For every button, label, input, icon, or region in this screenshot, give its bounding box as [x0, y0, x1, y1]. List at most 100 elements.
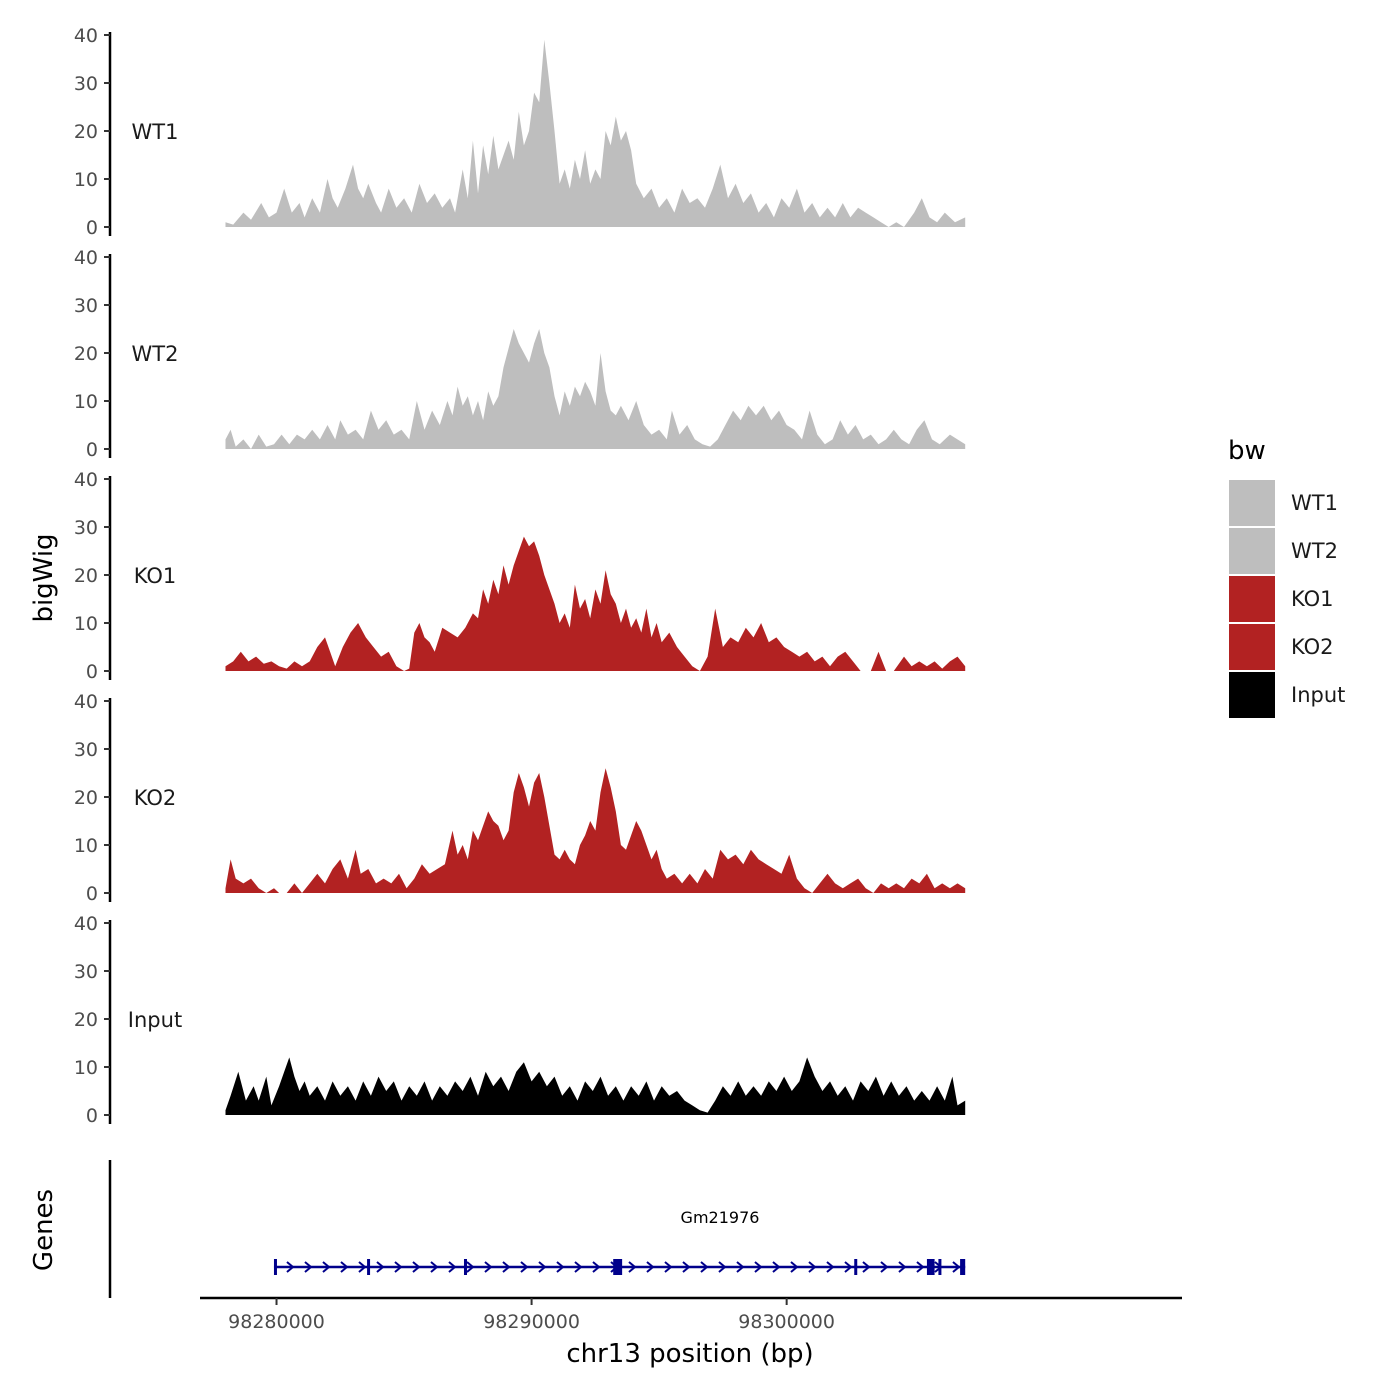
- exon: [463, 1259, 467, 1275]
- legend-label-wt2: WT2: [1291, 539, 1338, 563]
- y-tick-label: 30: [74, 739, 98, 761]
- y-tick-label: 10: [74, 391, 98, 413]
- y-tick-label: 30: [74, 517, 98, 539]
- track-ko2: 0 10 20 30 40 KO2: [74, 691, 966, 905]
- strand-arrow: [556, 1261, 565, 1273]
- strand-arrow: [538, 1261, 547, 1273]
- area-ko1: [225, 536, 966, 671]
- legend-key-wt2: [1229, 528, 1275, 574]
- y-tick-label: 0: [86, 661, 98, 683]
- strand-arrow: [358, 1261, 367, 1273]
- y-tick-label: 20: [74, 343, 98, 365]
- x-axis-title: chr13 position (bp): [566, 1339, 813, 1369]
- y-tick-label: 20: [74, 121, 98, 143]
- exon: [854, 1259, 858, 1275]
- strand-arrow: [772, 1261, 781, 1273]
- exon: [960, 1259, 966, 1275]
- x-tick-label: 98280000: [228, 1311, 325, 1333]
- y-tick-label: 40: [74, 247, 98, 269]
- legend-label-input: Input: [1291, 683, 1345, 707]
- strand-arrow: [952, 1261, 961, 1273]
- y-tick-label: 30: [74, 295, 98, 317]
- strand-arrow: [736, 1261, 745, 1273]
- legend-key-wt1: [1229, 480, 1275, 526]
- y-tick-label: 0: [86, 1105, 98, 1127]
- strand-arrow: [718, 1261, 727, 1273]
- y-tick-label: 40: [74, 913, 98, 935]
- area-input: [225, 1057, 966, 1115]
- strand-arrow: [286, 1261, 295, 1273]
- genes-group: [108, 1160, 966, 1298]
- y-tick-label: 10: [74, 835, 98, 857]
- y-tick-label: 0: [86, 217, 98, 239]
- y-tick-label: 20: [74, 787, 98, 809]
- exon: [938, 1259, 942, 1275]
- strand-arrow: [322, 1261, 331, 1273]
- y-tick-label: 40: [74, 691, 98, 713]
- strand-arrow: [700, 1261, 709, 1273]
- y-axis-title: bigWig: [29, 533, 59, 622]
- strand-arrow: [664, 1261, 673, 1273]
- legend-key-input: [1229, 672, 1275, 718]
- y-tick-label: 30: [74, 73, 98, 95]
- tracks-group: 0 10 20 30 40 WT1 0 10 20 30 40 WT2 0 10 20 30 40 KO1 0 10 2…: [74, 25, 966, 1127]
- track-wt2: 0 10 20 30 40 WT2: [74, 247, 966, 461]
- x-tick-label: 98300000: [738, 1311, 835, 1333]
- strand-arrow: [502, 1261, 511, 1273]
- strand-arrow: [880, 1261, 889, 1273]
- y-tick-label: 0: [86, 439, 98, 461]
- strand-arrow: [790, 1261, 799, 1273]
- track-label-wt2: WT2: [132, 342, 179, 366]
- y-tick-label: 10: [74, 1057, 98, 1079]
- strand-arrow: [898, 1261, 907, 1273]
- x-tick-label: 98290000: [483, 1311, 580, 1333]
- strand-arrow: [304, 1261, 313, 1273]
- legend-title: bw: [1228, 436, 1266, 466]
- strand-arrow: [466, 1261, 475, 1273]
- y-tick-label: 10: [74, 169, 98, 191]
- track-label-input: Input: [128, 1008, 182, 1032]
- strand-arrow: [430, 1261, 439, 1273]
- y-tick-label: 10: [74, 613, 98, 635]
- strand-arrow: [808, 1261, 817, 1273]
- exon: [367, 1259, 371, 1275]
- y-tick-label: 20: [74, 565, 98, 587]
- area-wt2: [225, 329, 966, 449]
- track-ko1: 0 10 20 30 40 KO1: [74, 469, 966, 683]
- legend-label-ko1: KO1: [1291, 587, 1334, 611]
- strand-arrow: [916, 1261, 925, 1273]
- strand-arrow: [862, 1261, 871, 1273]
- strand-arrow: [448, 1261, 457, 1273]
- legend-key-ko1: [1229, 576, 1275, 622]
- strand-arrow: [592, 1261, 601, 1273]
- y-tick-label: 0: [86, 883, 98, 905]
- exon: [926, 1259, 935, 1275]
- legend-label-ko2: KO2: [1291, 635, 1334, 659]
- legend-label-wt1: WT1: [1291, 491, 1338, 515]
- legend: bw WT1 WT2 KO1 KO2 Input: [1228, 436, 1345, 718]
- track-label-ko2: KO2: [134, 786, 177, 810]
- area-ko2: [225, 768, 966, 893]
- y-tick-label: 40: [74, 25, 98, 47]
- track-label-ko1: KO1: [134, 564, 177, 588]
- track-input: 0 10 20 30 40 Input: [74, 913, 966, 1127]
- strand-arrow: [826, 1261, 835, 1273]
- strand-arrow: [628, 1261, 637, 1273]
- strand-arrow: [412, 1261, 421, 1273]
- strand-arrow: [340, 1261, 349, 1273]
- strand-arrow: [844, 1261, 853, 1273]
- gene-name-label: Gm21976: [681, 1208, 760, 1227]
- y-tick-label: 30: [74, 961, 98, 983]
- strand-arrow: [376, 1261, 385, 1273]
- strand-arrow: [646, 1261, 655, 1273]
- legend-key-ko2: [1229, 624, 1275, 670]
- track-label-wt1: WT1: [132, 120, 179, 144]
- exon: [613, 1259, 623, 1275]
- strand-arrow: [682, 1261, 691, 1273]
- strand-arrow: [520, 1261, 529, 1273]
- strand-arrow: [394, 1261, 403, 1273]
- strand-arrow: [754, 1261, 763, 1273]
- genes-axis-title: Genes: [29, 1189, 59, 1271]
- y-tick-label: 40: [74, 469, 98, 491]
